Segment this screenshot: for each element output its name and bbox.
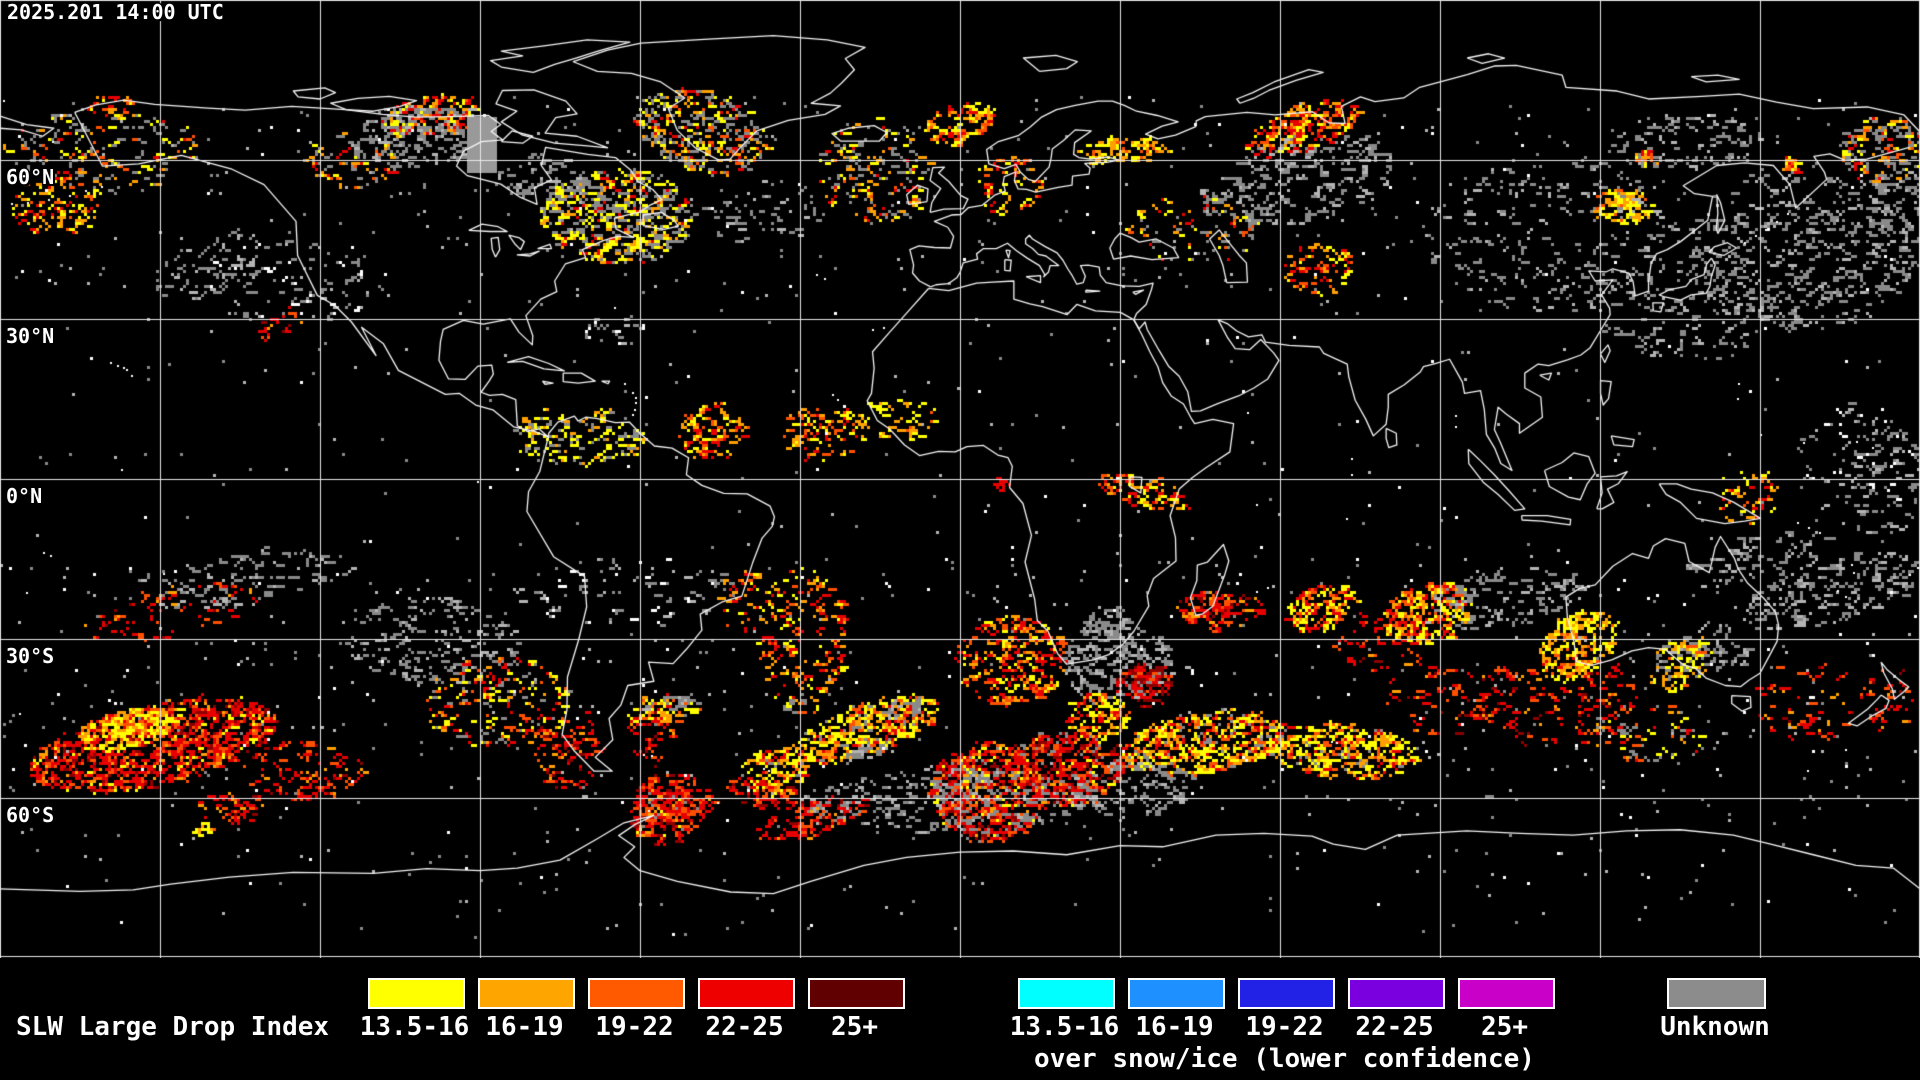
latitude-label: 30°N bbox=[6, 324, 55, 348]
legend-title: SLW Large Drop Index bbox=[16, 1012, 330, 1042]
legend-swatch-label: 25+ bbox=[831, 1012, 878, 1042]
legend-swatch-label: 13.5-16 bbox=[1009, 1012, 1120, 1042]
legend-unknown-swatch bbox=[1667, 978, 1766, 1009]
latitude-label: 30°S bbox=[6, 644, 55, 668]
legend-swatch-label: 22-25 bbox=[705, 1012, 784, 1042]
legend-swatch-label: 13.5-16 bbox=[359, 1012, 470, 1042]
legend-swatch bbox=[478, 978, 575, 1009]
legend-swatch bbox=[1018, 978, 1115, 1009]
legend-swatch-label: 22-25 bbox=[1355, 1012, 1434, 1042]
latitude-label: 60°S bbox=[6, 803, 55, 827]
legend-snowice-caption: over snow/ice (lower confidence) bbox=[1034, 1044, 1535, 1074]
legend-swatch bbox=[698, 978, 795, 1009]
legend-swatch-label: 19-22 bbox=[1245, 1012, 1324, 1042]
latitude-label: 0°N bbox=[6, 484, 43, 508]
legend-unknown-label: Unknown bbox=[1660, 1012, 1770, 1042]
timestamp-label: 2025.201 14:00 UTC bbox=[7, 0, 224, 24]
legend-swatch bbox=[368, 978, 465, 1009]
legend-swatch bbox=[1128, 978, 1225, 1009]
latitude-label: 60°N bbox=[6, 165, 55, 189]
legend-swatch bbox=[1458, 978, 1555, 1009]
legend-swatch bbox=[588, 978, 685, 1009]
legend-swatch-label: 16-19 bbox=[1135, 1012, 1214, 1042]
world-map-canvas bbox=[0, 0, 1920, 958]
legend-swatch bbox=[1238, 978, 1335, 1009]
legend-swatch-label: 25+ bbox=[1481, 1012, 1528, 1042]
legend-swatch-label: 19-22 bbox=[595, 1012, 674, 1042]
legend-swatch bbox=[808, 978, 905, 1009]
legend-swatch-label: 16-19 bbox=[485, 1012, 564, 1042]
legend-swatch bbox=[1348, 978, 1445, 1009]
